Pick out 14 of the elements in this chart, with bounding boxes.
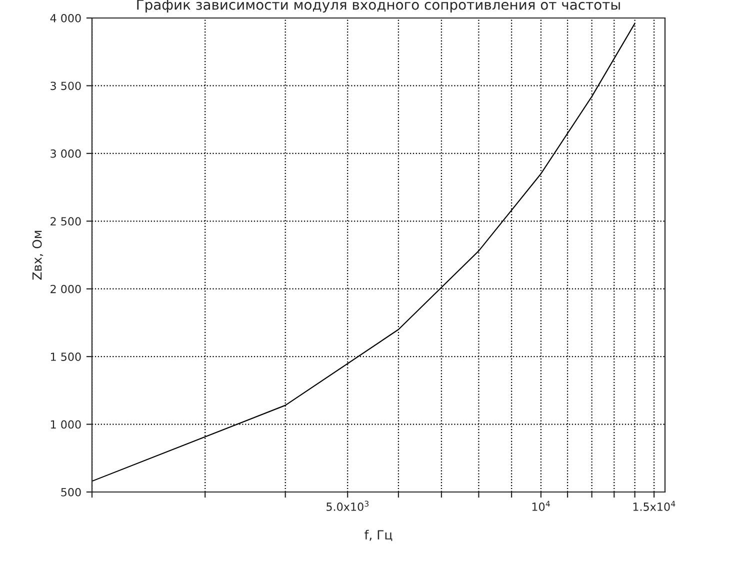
y-tick-label: 2 000 — [50, 284, 81, 294]
x-axis-title: f, Гц — [364, 530, 392, 542]
y-tick-label: 3 000 — [50, 149, 81, 158]
y-axis-title: Zвх, Ом — [32, 230, 44, 280]
x-tick-label: 5.0x10$^{3}$ — [326, 500, 369, 511]
y-tick-label: 1 000 — [50, 420, 81, 429]
y-tick-label: 1 500 — [50, 352, 81, 361]
x-tick-label: 1.5x10$^{4}$ — [633, 500, 676, 511]
y-tick-label: 500 — [61, 488, 81, 496]
y-tick-label: 3 500 — [50, 82, 81, 90]
y-tick-label: 4 000 — [50, 14, 81, 22]
x-tick-label: 10$^{4}$ — [532, 500, 550, 511]
chart-title: График зависимости модуля входного сопротивления от частоты — [137, 0, 620, 13]
y-tick-label: 2 500 — [50, 217, 81, 226]
